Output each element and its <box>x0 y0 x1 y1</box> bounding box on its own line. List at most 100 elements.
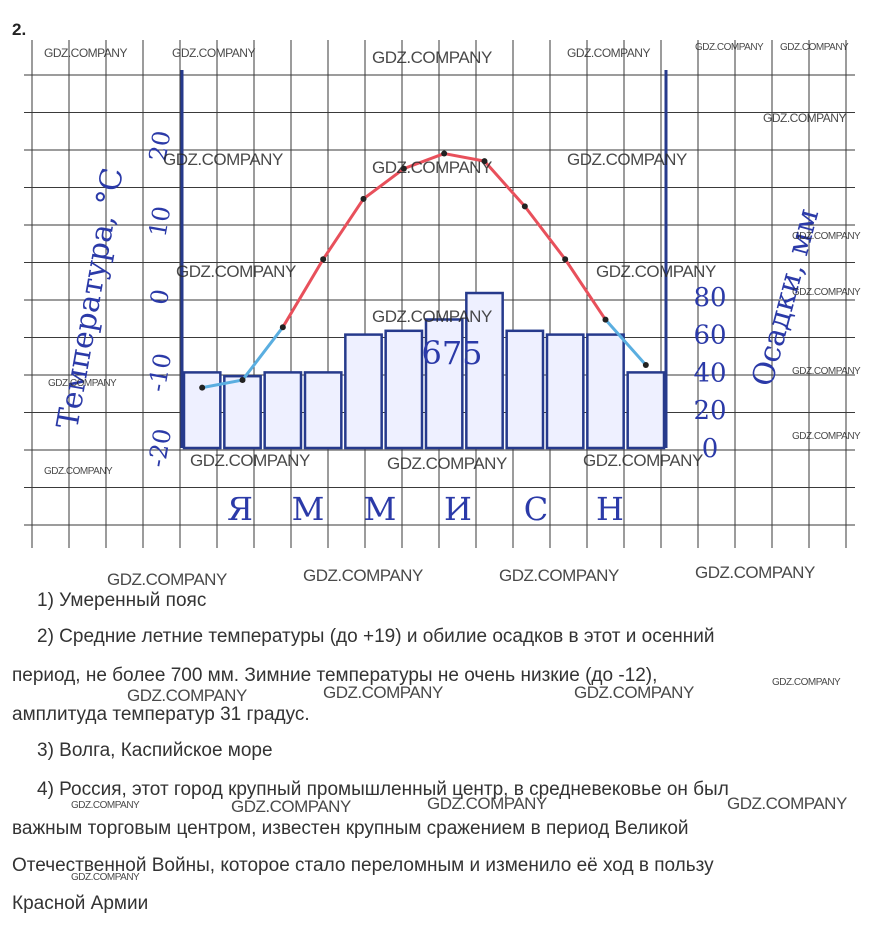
answer-2-line2: период, не более 700 мм. Зимние температ… <box>12 665 658 686</box>
watermark-text: GDZ.COMPANY <box>372 158 492 177</box>
precip-bar-5 <box>384 329 424 450</box>
watermark-text: GDZ.COMPANY <box>372 48 492 67</box>
climatogram-chart: 20 10 0 -10 -20 80 60 40 20 0 Я М М И С Н 675 Температур… <box>24 40 855 548</box>
temp-segment-5 <box>402 152 446 171</box>
temp-segment-10 <box>604 318 648 367</box>
temperature-line <box>199 150 649 391</box>
precip-bar-6 <box>424 318 464 450</box>
month-label-4: С <box>524 490 548 528</box>
watermark-text: GDZ.COMPANY <box>44 46 127 60</box>
watermark-text: GDZ.COMPANY <box>792 366 861 377</box>
month-label-3: И <box>444 490 472 528</box>
temp-point-5 <box>400 165 407 172</box>
watermark-text: GDZ.COMPANY <box>427 794 547 813</box>
temp-segment-8 <box>523 204 567 261</box>
precip-bar-7 <box>465 291 504 450</box>
right-tick-1: 60 <box>693 321 726 351</box>
answer-2-line3: амплитуда температур 31 градус. <box>12 704 310 725</box>
task-number: 2. <box>12 20 27 39</box>
watermark-text: GDZ.COMPANY <box>574 683 694 702</box>
watermark-text: GDZ.COMPANY <box>71 800 140 811</box>
temp-segment-6 <box>442 152 486 163</box>
answer-4-line2: важным торговым центром, известен крупны… <box>12 818 689 839</box>
watermark-text: GDZ.COMPANY <box>172 46 255 60</box>
axes <box>180 70 668 448</box>
watermark-text: GDZ.COMPANY <box>695 42 764 53</box>
temp-point-7 <box>481 158 488 165</box>
watermark-text: GDZ.COMPANY <box>303 566 423 585</box>
watermark-text: GDZ.COMPANY <box>71 872 140 883</box>
temp-point-11 <box>642 361 649 368</box>
watermark-text: GDZ.COMPANY <box>176 262 296 281</box>
right-tick-3: 20 <box>693 396 726 426</box>
right-tick-4: 0 <box>702 434 719 464</box>
watermark-text: GDZ.COMPANY <box>387 454 507 473</box>
temp-point-8 <box>521 203 528 210</box>
answer-4-line4: Красной Армии <box>12 893 149 914</box>
temp-point-4 <box>360 195 367 202</box>
watermark-text: GDZ.COMPANY <box>127 686 247 705</box>
month-label-2: М <box>364 490 397 528</box>
watermark-text: GDZ.COMPANY <box>190 451 310 470</box>
left-tick-4: -20 <box>143 427 177 470</box>
left-tick-2: 0 <box>145 287 175 307</box>
tick-labels: 20 10 0 -10 -20 80 60 40 20 0 Я М М И С Н 675 <box>143 129 727 528</box>
watermark-text: GDZ.COMPANY <box>772 677 841 688</box>
answer-4-line3: Отечественной Войны, которое стало перел… <box>12 855 714 876</box>
watermark-text: GDZ.COMPANY <box>567 46 650 60</box>
month-label-1: М <box>292 490 325 528</box>
temp-point-9 <box>562 256 569 263</box>
watermark-text: GDZ.COMPANY <box>231 797 351 816</box>
month-label-0: Я <box>227 490 253 528</box>
watermark-text: GDZ.COMPANY <box>44 466 113 477</box>
precip-bar-11 <box>626 371 666 450</box>
watermark-text: GDZ.COMPANY <box>567 150 687 169</box>
precip-bar-1 <box>223 374 262 450</box>
temp-point-10 <box>602 316 609 323</box>
left-tick-1: 10 <box>144 204 177 239</box>
precip-bar-3 <box>303 371 343 450</box>
temp-point-3 <box>320 256 327 263</box>
watermark-text: GDZ.COMPANY <box>323 683 443 702</box>
answer-3: 3) Волга, Каспийское море <box>37 740 273 761</box>
left-tick-0: 20 <box>144 129 177 164</box>
watermark-text: GDZ.COMPANY <box>372 307 492 326</box>
temp-segment-9 <box>563 257 607 322</box>
temp-segment-0 <box>200 378 244 390</box>
temp-segment-1 <box>241 325 285 382</box>
temp-segment-3 <box>321 197 365 261</box>
temp-point-2 <box>279 324 286 331</box>
watermark-text: GDZ.COMPANY <box>792 287 861 298</box>
temp-segment-7 <box>483 159 527 208</box>
watermark-text: GDZ.COMPANY <box>596 262 716 281</box>
y-left-title: Температура, °С <box>50 165 130 431</box>
answer-2-line1: 2) Средние летние температуры (до +19) и… <box>37 626 715 647</box>
precipitation-bars <box>182 291 666 450</box>
temp-point-6 <box>441 150 448 157</box>
answer-4-line1: 4) Россия, этот город крупный промышленн… <box>37 779 729 800</box>
watermark-text: GDZ.COMPANY <box>163 150 283 169</box>
temp-point-0 <box>199 384 206 391</box>
grid <box>24 40 855 548</box>
precip-bar-8 <box>505 329 545 450</box>
watermark-text: GDZ.COMPANY <box>583 451 703 470</box>
watermark-text: GDZ.COMPANY <box>695 563 815 582</box>
watermark-text: GDZ.COMPANY <box>763 111 846 125</box>
answer-1: 1) Умеренный пояс <box>37 590 207 611</box>
right-tick-2: 40 <box>693 358 726 388</box>
temp-point-1 <box>239 377 246 384</box>
right-tick-0: 80 <box>693 283 726 313</box>
left-tick-3: -10 <box>143 351 177 394</box>
annual-total-label: 675 <box>421 334 482 372</box>
watermark-text: GDZ.COMPANY <box>727 794 847 813</box>
temp-segment-2 <box>281 257 325 329</box>
precip-bar-9 <box>545 333 585 450</box>
watermark-text: GDZ.COMPANY <box>48 378 117 389</box>
watermark-text: GDZ.COMPANY <box>107 570 227 589</box>
watermark-text: GDZ.COMPANY <box>499 566 619 585</box>
precip-bar-10 <box>586 333 625 450</box>
precip-bar-4 <box>344 333 383 450</box>
watermark-text: GDZ.COMPANY <box>780 42 849 53</box>
month-label-5: Н <box>596 490 624 528</box>
temp-segment-4 <box>362 167 406 201</box>
